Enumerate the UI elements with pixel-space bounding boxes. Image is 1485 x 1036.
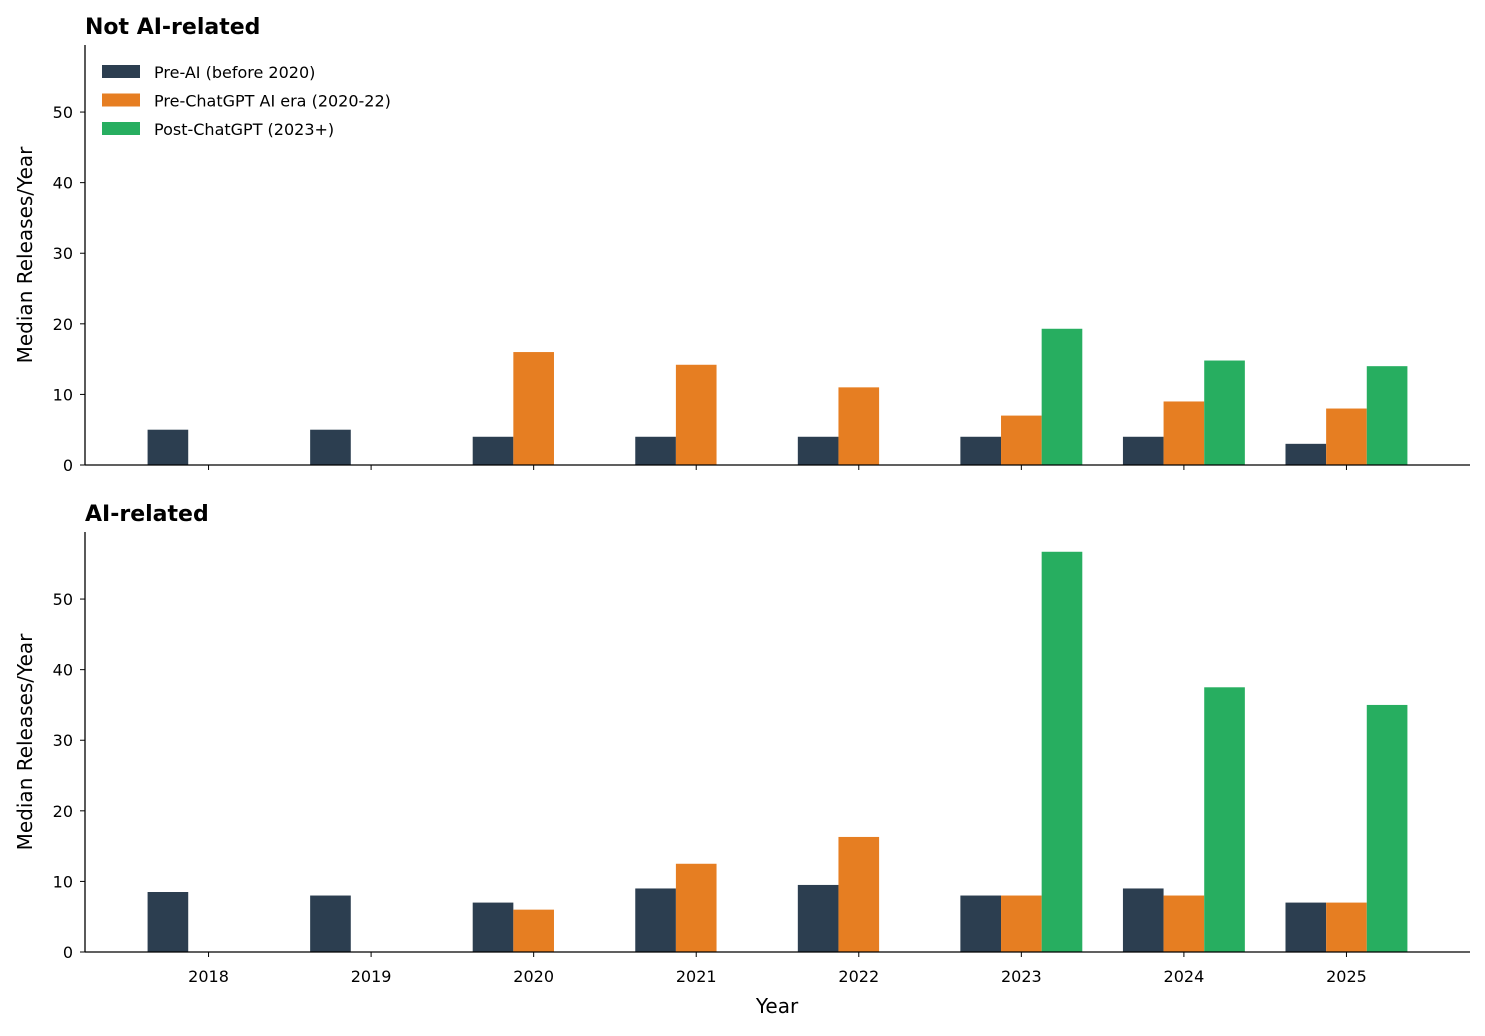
- bar: [838, 836, 880, 952]
- legend-label: Pre-AI (before 2020): [154, 63, 315, 82]
- x-tick-label: 2019: [351, 967, 392, 986]
- legend-swatch: [102, 93, 140, 107]
- x-tick-label: 2021: [676, 967, 717, 986]
- y-tick-label: 20: [53, 315, 73, 334]
- bar: [1122, 436, 1164, 465]
- y-tick-label: 10: [53, 872, 73, 891]
- bar: [1041, 328, 1083, 465]
- bar: [147, 429, 189, 465]
- x-tick-label: 2025: [1326, 967, 1367, 986]
- y-tick-label: 30: [53, 244, 73, 263]
- y-tick-label: 0: [63, 943, 73, 962]
- bar: [838, 387, 880, 465]
- bar: [1001, 415, 1042, 465]
- bar: [1204, 360, 1245, 465]
- y-tick-label: 40: [53, 661, 73, 680]
- bar: [310, 429, 351, 465]
- bar: [1001, 895, 1042, 952]
- bar: [675, 863, 717, 952]
- legend-swatch: [102, 65, 140, 78]
- y-tick-label: 50: [53, 590, 73, 609]
- bar: [797, 884, 839, 952]
- bar: [1285, 902, 1327, 952]
- legend-swatch: [102, 122, 140, 135]
- bar: [635, 436, 676, 465]
- bar: [960, 436, 1002, 465]
- bar: [1163, 401, 1205, 465]
- y-axis-label: Median Releases/Year: [13, 146, 37, 364]
- panel-title: AI-related: [85, 502, 209, 527]
- bar: [1041, 551, 1083, 952]
- x-tick-label: 2023: [1001, 967, 1042, 986]
- bar: [1204, 687, 1245, 952]
- x-axis-label: Year: [755, 994, 799, 1018]
- bar: [472, 436, 514, 465]
- x-tick-label: 2024: [1164, 967, 1205, 986]
- y-tick-label: 0: [63, 456, 73, 475]
- bar: [1366, 366, 1408, 465]
- bar: [513, 909, 554, 952]
- bar: [960, 895, 1002, 952]
- bar: [147, 892, 189, 952]
- bar: [513, 352, 554, 465]
- y-tick-label: 50: [53, 103, 73, 122]
- bar: [1122, 888, 1164, 952]
- bar: [472, 902, 514, 952]
- y-tick-label: 30: [53, 731, 73, 750]
- y-axis-label: Median Releases/Year: [13, 633, 37, 851]
- bar: [1366, 704, 1408, 952]
- bar: [1163, 895, 1205, 952]
- bar: [797, 436, 839, 465]
- x-tick-label: 2022: [838, 967, 879, 986]
- bar: [310, 895, 351, 952]
- bar: [1326, 902, 1367, 952]
- x-tick-label: 2020: [513, 967, 554, 986]
- legend-label: Pre-ChatGPT AI era (2020-22): [154, 92, 391, 111]
- legend-label: Post-ChatGPT (2023+): [154, 120, 334, 139]
- y-tick-label: 10: [53, 385, 73, 404]
- x-tick-label: 2018: [188, 967, 229, 986]
- y-tick-label: 40: [53, 174, 73, 193]
- bar: [635, 888, 676, 952]
- bar: [1326, 408, 1367, 465]
- y-tick-label: 20: [53, 802, 73, 821]
- bar: [675, 364, 717, 465]
- bar: [1285, 443, 1327, 465]
- panel-title: Not AI-related: [85, 15, 260, 40]
